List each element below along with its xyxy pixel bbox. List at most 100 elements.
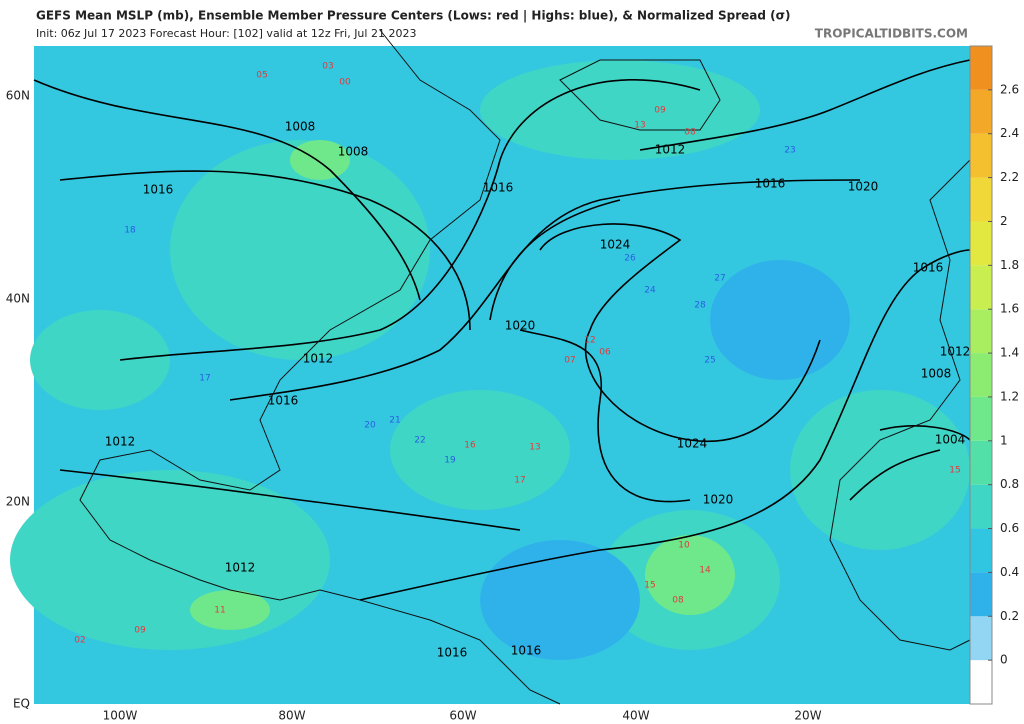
colorbar-segment	[970, 660, 992, 704]
title: GEFS Mean MSLP (mb), Ensemble Member Pre…	[36, 9, 790, 23]
lat-label: 60N	[6, 89, 30, 103]
pressure-center: 17	[514, 476, 525, 486]
isobar-label: 1016	[755, 177, 786, 191]
colorbar-segment	[970, 265, 992, 310]
pressure-center: 18	[124, 226, 136, 236]
pressure-center: 17	[199, 374, 210, 384]
coastline-east	[829, 159, 971, 651]
colorbar-segment	[970, 46, 992, 90]
colorbar-label: 0	[1000, 653, 1008, 667]
isobar-label: 1004	[935, 433, 966, 447]
colorbar-label: 1.8	[1000, 258, 1019, 272]
pressure-center: 03	[322, 62, 333, 72]
pressure-center: 12	[584, 336, 595, 346]
pressure-center: 00	[339, 78, 351, 88]
lat-label: 40N	[6, 292, 30, 306]
colorbar-label: 2.6	[1000, 82, 1019, 96]
colorbar-label: 0.4	[1000, 565, 1019, 579]
pressure-center: 25	[704, 356, 715, 366]
colorbar-segment	[970, 89, 992, 134]
pressure-center: 13	[634, 121, 645, 131]
colorbar-segment	[970, 353, 992, 397]
colorbar-segment	[970, 440, 992, 485]
pressure-center: 10	[678, 541, 690, 551]
pressure-center: 19	[444, 456, 456, 466]
colorbar-label: 0.8	[1000, 477, 1019, 491]
colorbar-segment	[970, 309, 992, 354]
pressure-center: 16	[464, 441, 476, 451]
pressure-center: 21	[389, 416, 400, 426]
isobar-label: 1008	[338, 145, 369, 159]
lon-label: 60W	[449, 709, 476, 723]
colorbar-segment	[970, 572, 992, 617]
isobar-label: 1012	[940, 345, 971, 359]
isobar-label: 1016	[483, 181, 514, 195]
pressure-center: 23	[784, 146, 795, 156]
isobar-label: 1008	[285, 120, 316, 134]
isobar-label: 1016	[913, 261, 944, 275]
spread-peaks	[190, 140, 735, 630]
pressure-center: 06	[599, 348, 611, 358]
colorbar: 0 0.2 0.4 0.6 0.8 1 1.2 1.4 1.6 1.8 2 2.2 2.4 2.6	[969, 45, 1019, 705]
isobar-label: 1024	[677, 437, 708, 451]
pressure-center: 11	[214, 606, 225, 616]
colorbar-segment	[970, 484, 992, 529]
isobar-label: 1016	[437, 646, 468, 660]
pressure-center: 20	[364, 421, 376, 431]
isobar-label: 1012	[225, 561, 256, 575]
pressure-center: 08	[672, 596, 684, 606]
colorbar-label: 1.6	[1000, 302, 1019, 316]
source: TROPICALTIDBITS.COM	[815, 27, 968, 41]
pressure-center: 22	[414, 436, 425, 446]
pressure-center: 07	[564, 356, 575, 366]
colorbar-label: 2.2	[1000, 170, 1019, 184]
pressure-center: 09	[654, 106, 666, 116]
isobar-label: 1020	[703, 493, 734, 507]
pressure-center: 24	[644, 286, 656, 296]
pressure-center: 13	[529, 443, 540, 453]
isobars	[33, 59, 971, 601]
lon-label: 20W	[794, 709, 821, 723]
isobar-label: 1020	[505, 319, 536, 333]
isobar-label: 1024	[600, 238, 631, 252]
colorbar-segment	[970, 177, 992, 222]
colorbar-label: 0.6	[1000, 521, 1019, 535]
lat-label: 20N	[6, 495, 30, 509]
colorbar-segment	[970, 221, 992, 266]
colorbar-segment	[970, 616, 992, 661]
lat-label: EQ	[13, 697, 30, 711]
isobar-label: 1012	[655, 143, 686, 157]
subtitle: Init: 06z Jul 17 2023 Forecast Hour: [10…	[36, 27, 416, 40]
pressure-center: 28	[694, 301, 706, 311]
colorbar-segment	[970, 396, 992, 441]
colorbar-label: 1.2	[1000, 389, 1019, 403]
colorbar-label: 2	[1000, 214, 1008, 228]
map	[10, 29, 971, 705]
lon-label: 40W	[622, 709, 649, 723]
low-spread	[480, 260, 850, 660]
isobar-label: 1016	[143, 183, 174, 197]
spread-fields	[10, 60, 970, 650]
colorbar-label: 2.4	[1000, 126, 1019, 140]
greenland	[559, 59, 721, 131]
pressure-center: 05	[256, 71, 267, 81]
isobar-label: 1012	[105, 435, 136, 449]
pressure-center: 15	[949, 466, 960, 476]
colorbar-segment	[970, 133, 992, 178]
lon-label: 100W	[103, 709, 138, 723]
isobar-label: 1020	[848, 180, 879, 194]
lon-label: 80W	[278, 709, 305, 723]
pressure-center: 02	[74, 636, 85, 646]
isobar-label: 1016	[268, 394, 299, 408]
colorbar-label: 1.4	[1000, 346, 1019, 360]
colorbar-label: 0.2	[1000, 609, 1019, 623]
pressure-center: 14	[699, 566, 711, 576]
isobar-label: 1012	[303, 352, 334, 366]
colorbar-label: 1	[1000, 433, 1008, 447]
colorbar-segment	[970, 528, 992, 573]
pressure-center: 27	[714, 274, 725, 284]
colorbar-frame	[969, 45, 993, 705]
coastline	[79, 29, 561, 705]
